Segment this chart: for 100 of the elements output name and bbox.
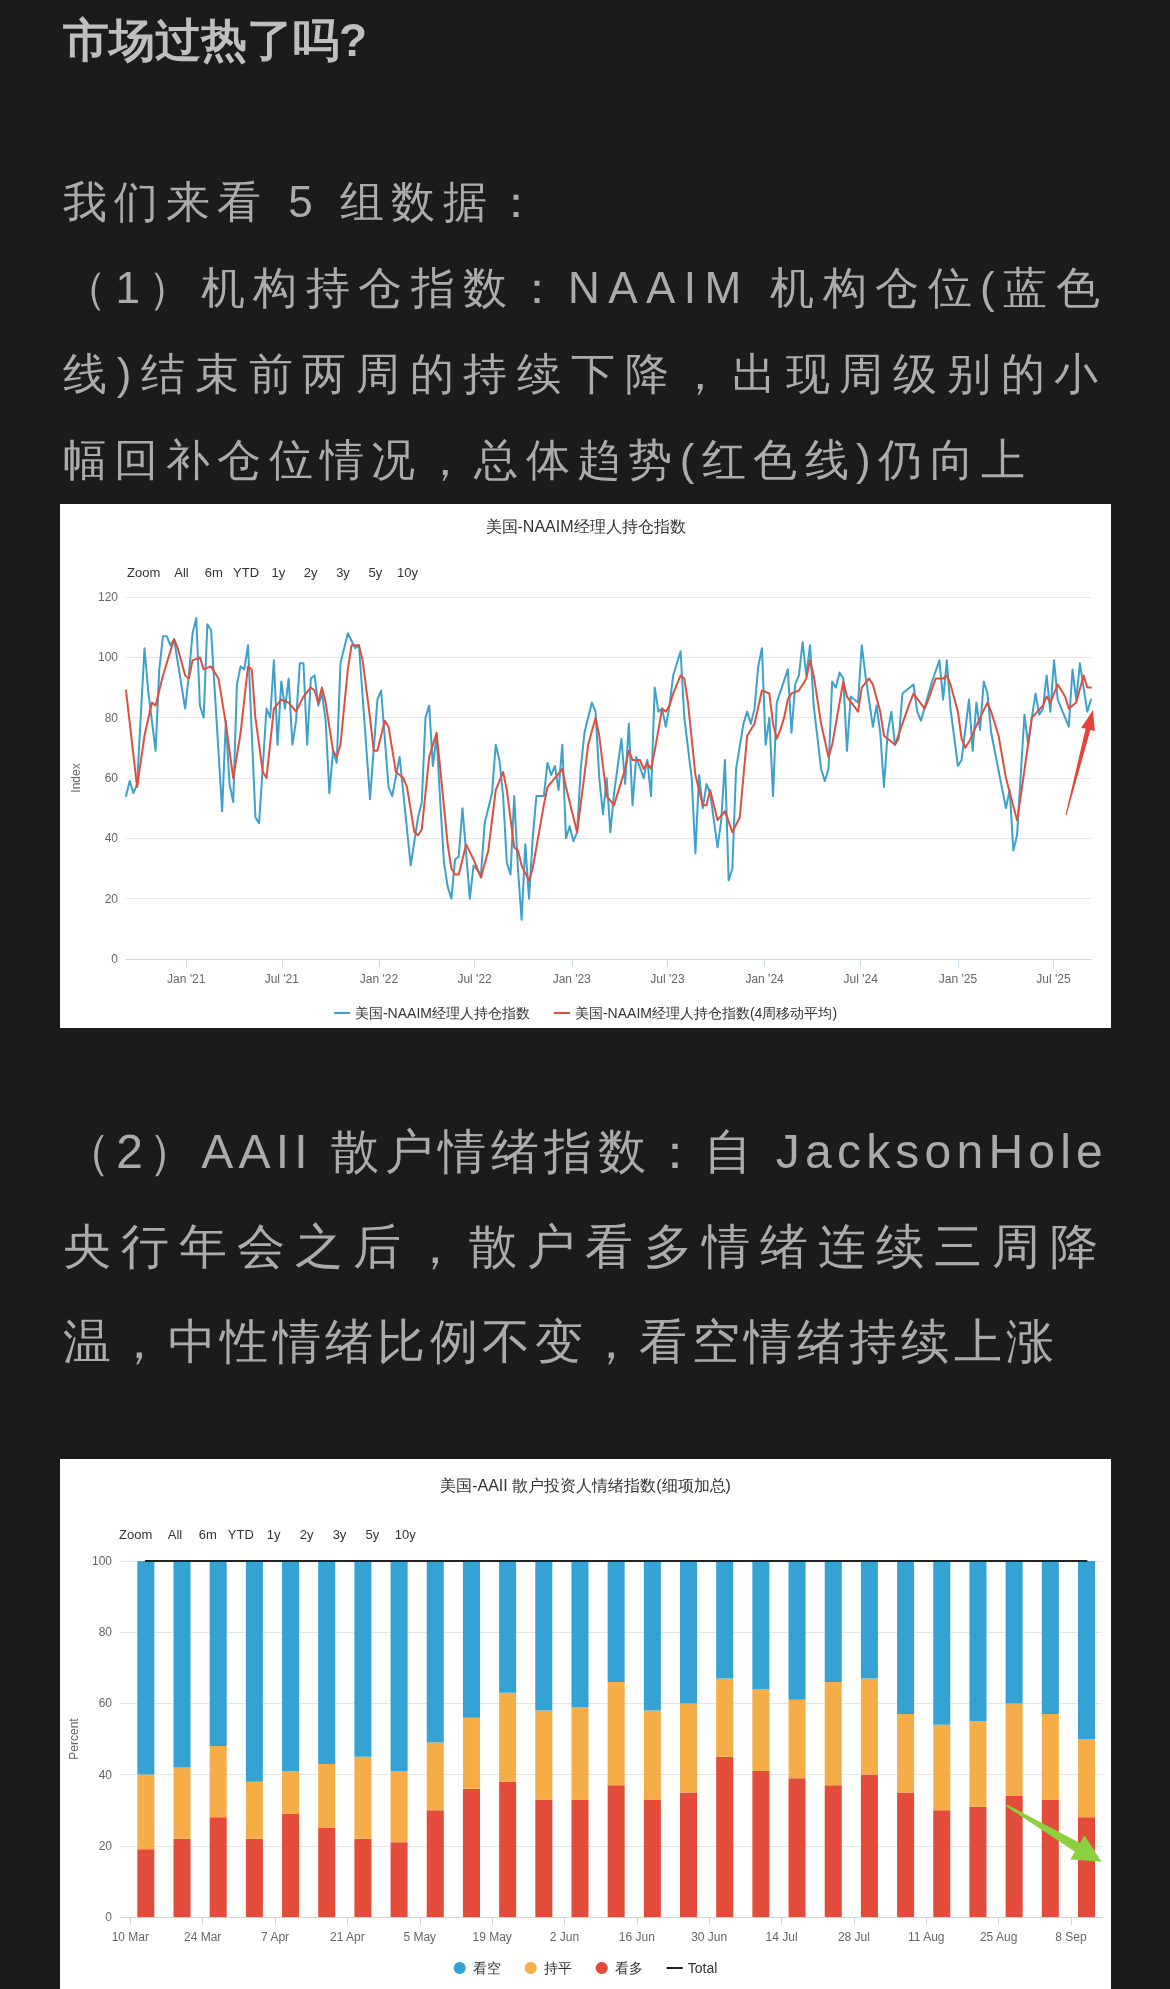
text: 线)结束前两周的持续下降，出现周级别的小 — [63, 348, 1108, 400]
bar — [752, 1561, 770, 1690]
bar — [137, 1774, 155, 1850]
bar — [535, 1799, 553, 1917]
bar — [282, 1561, 300, 1772]
y-tick-label: 100 — [91, 1554, 113, 1568]
legend-label: 美国-NAAIM经理人持仓指数(4周移动平均) — [574, 1005, 838, 1021]
text: 5y — [364, 1526, 381, 1544]
bar — [1041, 1799, 1059, 1917]
y-tick-label: 20 — [104, 891, 119, 906]
x-tick-label: 5 May — [403, 1930, 437, 1944]
text: YTD — [226, 1526, 255, 1544]
bar — [1005, 1703, 1023, 1796]
bar — [716, 1756, 734, 1917]
bar — [571, 1799, 589, 1917]
bar — [1041, 1561, 1059, 1715]
bar — [535, 1561, 553, 1711]
legend-label: 美国-NAAIM经理人持仓指数 — [354, 1005, 530, 1021]
bar — [643, 1799, 661, 1917]
y-tick-label: 40 — [104, 831, 119, 846]
x-tick-label: 21 Apr — [330, 1930, 365, 1944]
bar — [933, 1810, 951, 1917]
bar — [390, 1561, 408, 1772]
text: 2y — [298, 1526, 315, 1544]
bar — [571, 1706, 589, 1800]
bar — [969, 1721, 987, 1807]
text: 幅回补仓位情况，总体趋势(红色线)仍向上 — [63, 434, 1033, 486]
text: Zoom — [119, 1526, 153, 1544]
y-tick-label: 0 — [111, 952, 119, 966]
bar — [209, 1746, 227, 1818]
text: 1y — [270, 564, 287, 582]
bar — [1077, 1561, 1096, 1739]
bar — [680, 1561, 698, 1704]
bar — [462, 1788, 480, 1917]
bar — [354, 1561, 372, 1757]
text: 6m — [203, 564, 224, 582]
bar — [716, 1678, 734, 1757]
bar — [499, 1692, 517, 1782]
bar — [607, 1561, 625, 1683]
x-tick-label: 16 Jun — [618, 1930, 655, 1944]
bar — [933, 1724, 951, 1811]
bar — [245, 1781, 263, 1839]
bar — [752, 1771, 770, 1917]
bar — [245, 1838, 263, 1917]
bar — [716, 1561, 734, 1679]
bar — [462, 1561, 480, 1718]
bar — [860, 1561, 878, 1679]
bar — [897, 1792, 915, 1917]
bar — [969, 1561, 987, 1722]
x-tick-label: Jan '22 — [359, 972, 399, 986]
bar — [571, 1561, 589, 1707]
x-tick-label: 2 Jun — [549, 1930, 580, 1944]
x-tick-label: Jul '24 — [843, 972, 879, 986]
bar — [318, 1828, 336, 1917]
y-tick-label: 60 — [104, 771, 119, 785]
bar — [137, 1561, 155, 1775]
x-tick-label: 7 Apr — [261, 1930, 290, 1944]
text: 3y — [331, 1526, 348, 1544]
bar — [680, 1703, 698, 1793]
y-tick-label: 60 — [98, 1696, 113, 1711]
x-tick-label: Jan '24 — [745, 972, 785, 986]
bar — [607, 1785, 625, 1917]
bar — [752, 1689, 770, 1772]
bar — [824, 1561, 842, 1683]
bar — [209, 1561, 227, 1747]
x-tick-label: 11 Aug — [908, 1930, 945, 1944]
x-tick-label: 30 Jun — [691, 1930, 728, 1944]
bar — [209, 1817, 227, 1917]
bar — [788, 1699, 806, 1779]
y-tick-label: 80 — [98, 1625, 113, 1640]
bar — [643, 1561, 661, 1711]
text: All — [166, 1526, 184, 1544]
bar — [824, 1682, 842, 1786]
bar — [897, 1561, 915, 1715]
y-tick-label: 120 — [97, 590, 119, 604]
text: 5y — [367, 564, 384, 582]
text: 央行年会之后，散户看多情绪连续三周降 — [63, 1219, 1108, 1275]
bar — [499, 1561, 517, 1693]
bar — [318, 1763, 336, 1828]
bar — [282, 1813, 300, 1917]
y-tick-label: 20 — [98, 1838, 113, 1853]
bar — [824, 1785, 842, 1917]
x-tick-label: Jul '21 — [264, 972, 300, 986]
x-tick-label: 28 Jul — [837, 1930, 870, 1944]
text: All — [173, 564, 190, 582]
bar — [426, 1742, 444, 1811]
bar — [245, 1561, 263, 1782]
x-tick-label: Jan '21 — [167, 972, 206, 986]
x-tick-label: 24 Mar — [184, 1930, 222, 1944]
bar — [1005, 1561, 1023, 1704]
bar — [1077, 1739, 1096, 1818]
text: 2y — [302, 564, 319, 582]
bar — [860, 1678, 878, 1775]
text: 3y — [335, 564, 351, 582]
y-tick-label: 0 — [105, 1910, 113, 1924]
bar — [860, 1774, 878, 1917]
y-tick-label: 40 — [98, 1767, 113, 1782]
x-tick-label: Jul '23 — [650, 972, 685, 986]
x-tick-label: Jul '25 — [1036, 972, 1071, 986]
bar — [354, 1756, 372, 1839]
